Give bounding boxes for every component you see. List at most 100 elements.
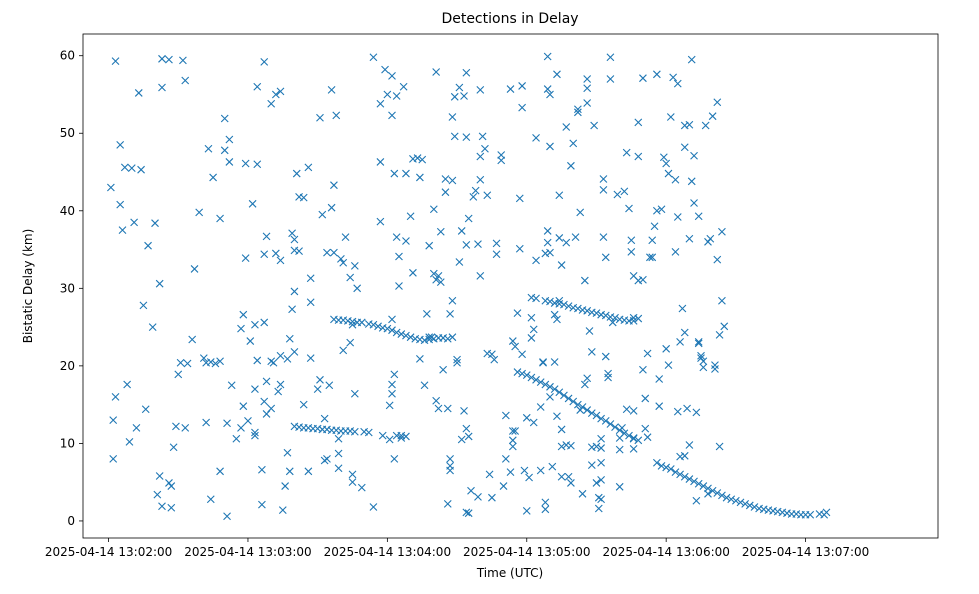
data-point [553, 315, 561, 324]
data-point [165, 55, 173, 64]
data-point [541, 498, 550, 507]
data-point [731, 496, 740, 505]
data-point [388, 326, 396, 335]
data-point [241, 159, 250, 168]
data-point [546, 382, 554, 391]
y-tick-label: 10 [60, 436, 75, 450]
data-point [181, 424, 190, 432]
data-point [515, 194, 524, 203]
data-point [316, 113, 324, 122]
data-point [260, 58, 269, 66]
data-point [599, 185, 608, 194]
data-point [304, 467, 313, 476]
data-point [476, 175, 485, 184]
data-point [736, 498, 745, 507]
data-point [109, 416, 118, 425]
data-point [285, 467, 294, 476]
data-point [541, 380, 550, 389]
data-point [332, 111, 341, 120]
data-point [745, 501, 754, 510]
data-point [555, 296, 564, 305]
data-point [562, 238, 571, 247]
data-point [406, 212, 415, 221]
data-point [390, 370, 399, 379]
data-point [564, 472, 573, 481]
data-point [513, 368, 522, 376]
data-point [569, 397, 578, 406]
data-point [467, 486, 475, 495]
data-point [546, 297, 554, 306]
data-point [629, 444, 638, 453]
data-point [727, 495, 736, 504]
data-point [313, 385, 322, 394]
data-point [690, 477, 698, 486]
data-point [615, 482, 624, 491]
data-point [448, 296, 457, 305]
data-point [718, 296, 726, 305]
data-point [295, 247, 303, 255]
data-point [666, 113, 675, 121]
data-point [557, 425, 566, 434]
data-point [583, 374, 592, 383]
data-point [206, 495, 215, 504]
data-point [694, 337, 703, 346]
data-point [299, 193, 308, 202]
data-point [822, 508, 831, 517]
data-point [599, 233, 608, 242]
data-point [620, 187, 629, 196]
data-point [357, 483, 366, 492]
data-point [592, 442, 601, 451]
plot-frame [82, 33, 939, 539]
data-point [520, 466, 529, 475]
data-point [555, 388, 564, 397]
y-tick-label: 40 [60, 204, 75, 218]
data-point [385, 435, 394, 444]
data-point [555, 191, 564, 200]
data-point [227, 381, 236, 390]
data-point [188, 335, 197, 344]
data-point [413, 154, 422, 162]
y-tick-label: 50 [60, 126, 75, 140]
data-point [337, 254, 345, 263]
data-point [662, 463, 671, 472]
data-point [508, 337, 517, 345]
data-point [388, 380, 396, 389]
data-point [429, 205, 438, 214]
data-point [251, 320, 259, 329]
data-point [583, 99, 592, 107]
data-point [269, 358, 278, 367]
data-point [244, 417, 252, 425]
data-point [578, 489, 587, 498]
data-point [462, 133, 471, 142]
data-point [666, 465, 675, 473]
data-point [576, 208, 585, 217]
data-point [634, 118, 643, 127]
data-point [543, 238, 552, 247]
x-tick-label: 2025-04-14 13:03:00 [184, 545, 311, 559]
data-point [211, 359, 220, 368]
data-point [522, 413, 531, 422]
data-point [167, 482, 176, 490]
data-point [237, 324, 245, 333]
data-point [457, 227, 466, 235]
data-point [443, 499, 452, 508]
data-point [246, 337, 255, 345]
data-point [450, 132, 459, 141]
data-point [481, 144, 489, 153]
data-point [116, 200, 125, 209]
data-point [680, 328, 689, 337]
data-point [299, 400, 308, 409]
data-point [506, 85, 515, 93]
data-point [369, 320, 378, 329]
data-point [511, 427, 520, 435]
data-point [711, 361, 719, 369]
data-point [285, 334, 294, 343]
data-point [492, 250, 501, 259]
data-point [399, 82, 408, 91]
data-point [406, 333, 415, 342]
data-point [722, 493, 731, 502]
data-point [460, 406, 468, 415]
data-point [155, 472, 164, 480]
data-point [627, 236, 636, 245]
